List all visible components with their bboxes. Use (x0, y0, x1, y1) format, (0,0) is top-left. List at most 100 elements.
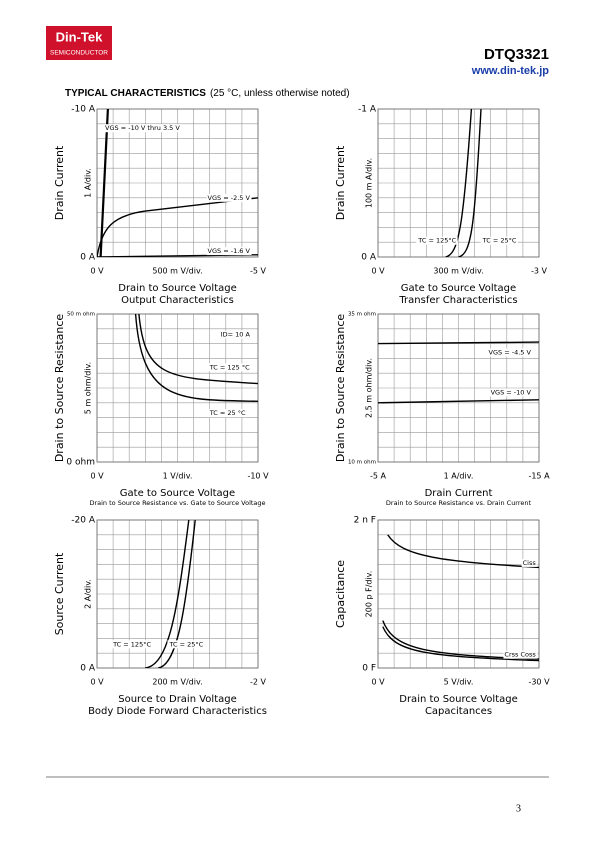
curve (97, 197, 258, 257)
x-title: Gate to Source Voltage (120, 488, 235, 499)
annotation-bg (207, 409, 247, 418)
curve (382, 626, 539, 662)
x-left-label: 0 V (90, 472, 104, 481)
logo: Din-Tek (56, 29, 103, 44)
annotation-bg (111, 640, 153, 649)
annotation: Ciss (523, 559, 537, 567)
x-right-label: -30 V (528, 678, 550, 687)
annotation-bg (503, 650, 538, 659)
x-title: Gate to Source Voltage (401, 283, 516, 294)
y-division: 200 p F/div. (365, 571, 374, 618)
y-title: Source Current (53, 552, 66, 635)
chart: VGS = -10 V thru 3.5 V VGS = -2.5 V VGS = … (53, 105, 267, 307)
caption: Capacitances (425, 706, 492, 717)
y-top-label: 35 m ohm (348, 312, 376, 318)
annotation-bg (219, 330, 252, 339)
x-mid-label: 500 m V/div. (152, 267, 202, 276)
annotation-bg (206, 193, 252, 202)
annotation-bg (480, 236, 518, 245)
y-title: Capacitance (334, 560, 347, 628)
curve (138, 314, 258, 385)
y-bottom-label: 0 A (361, 253, 377, 263)
annotation: TC = 25°C (168, 640, 203, 648)
x-left-label: 0 V (371, 267, 385, 276)
url: www.din-tek.jp (471, 65, 549, 77)
x-left-label: -5 A (370, 472, 387, 481)
y-division: 1 A/div. (84, 168, 93, 198)
x-left-label: 0 V (90, 678, 104, 687)
annotation: ID= 10 A (221, 331, 251, 339)
curve (145, 520, 190, 668)
annotation: TC = 25°C (482, 237, 517, 245)
y-top-label: 2 n F (354, 516, 376, 526)
curve (158, 520, 196, 668)
logo-sub: SEMICONDUCTOR (50, 50, 108, 57)
x-mid-label: 1 A/div. (444, 472, 474, 481)
x-mid-label: 1 V/div. (163, 472, 193, 481)
chart: TC = 125°C TC = 25°C -1 A 0 A Drain Current 1… (334, 105, 548, 307)
section-note: (25 °C, unless otherwise noted) (210, 88, 350, 99)
curve (99, 109, 109, 257)
y-bottom-label: 0 ohm (66, 458, 95, 468)
annotation-bg (207, 363, 252, 372)
curve (97, 254, 258, 257)
y-division: 5 m ohm/div. (84, 362, 93, 414)
x-right-label: -2 V (250, 678, 267, 687)
x-mid-label: 5 V/div. (444, 678, 474, 687)
chart: TC = 125°C TC = 25°C -20 A 0 A Source Curren… (53, 516, 267, 718)
curve (387, 534, 539, 569)
chart: ID= 10 A TC = 125 °C TC = 25 °C 50 m ohm 0 o… (53, 312, 269, 508)
annotation-bg (206, 247, 252, 256)
curve (134, 314, 258, 402)
x-left-label: 0 V (90, 267, 104, 276)
annotation: TC = 25 °C (209, 409, 246, 417)
caption: Drain to Source Resistance vs. Gate to S… (89, 499, 265, 507)
x-right-label: -5 V (250, 267, 267, 276)
annotation-bg (489, 388, 533, 397)
curve (445, 109, 473, 257)
x-title: Drain to Source Voltage (399, 694, 518, 705)
y-bottom-label: 0 F (362, 664, 376, 674)
x-title: Source to Drain Voltage (118, 694, 237, 705)
annotation-bg (521, 558, 538, 567)
annotation: VGS = -2.5 V (208, 194, 251, 202)
x-mid-label: 300 m V/div. (433, 267, 483, 276)
caption: Transfer Characteristics (398, 295, 517, 306)
y-top-label: 50 m ohm (67, 312, 95, 318)
caption: Output Characteristics (121, 295, 234, 306)
annotation: VGS = -10 V thru 3.5 V (105, 124, 180, 132)
curve (378, 341, 539, 345)
annotation: VGS = -1.6 V (208, 247, 251, 255)
x-right-label: -3 V (531, 267, 548, 276)
annotation: TC = 125°C (417, 237, 456, 245)
y-top-label: -1 A (358, 105, 377, 115)
plot-frame (96, 313, 259, 463)
part-number: DTQ3321 (484, 46, 549, 63)
annotation: TC = 125°C (112, 640, 151, 648)
y-bottom-label: 0 A (80, 664, 96, 674)
annotation: VGS = -10 V (491, 388, 532, 396)
y-top-label: -20 A (71, 516, 96, 526)
annotation: Crss Coss (504, 651, 536, 659)
y-bottom-label: 0 A (80, 253, 96, 263)
annotation: TC = 125 °C (209, 363, 250, 371)
y-division: 2 A/div. (84, 579, 93, 609)
y-title: Drain Current (334, 145, 347, 220)
annotation: VGS = -4.5 V (489, 348, 532, 356)
annotation-bg (167, 640, 205, 649)
chart: Ciss Crss Coss 2 n F 0 F Capacitance 200 p F/… (334, 516, 550, 718)
x-left-label: 0 V (371, 678, 385, 687)
x-mid-label: 200 m V/div. (152, 678, 202, 687)
annotation-bg (416, 236, 458, 245)
y-division: 2.5 m ohm/div. (365, 358, 374, 418)
plot-frame (377, 313, 540, 463)
logo-box (46, 26, 112, 60)
x-right-label: -10 V (247, 472, 269, 481)
page-number: 3 (516, 803, 521, 814)
annotation-bg (104, 124, 182, 133)
y-top-label: -10 A (71, 105, 96, 115)
x-title: Drain to Source Voltage (118, 283, 237, 294)
section-title: TYPICAL CHARACTERISTICS (25 °C, unless ot… (65, 88, 350, 99)
